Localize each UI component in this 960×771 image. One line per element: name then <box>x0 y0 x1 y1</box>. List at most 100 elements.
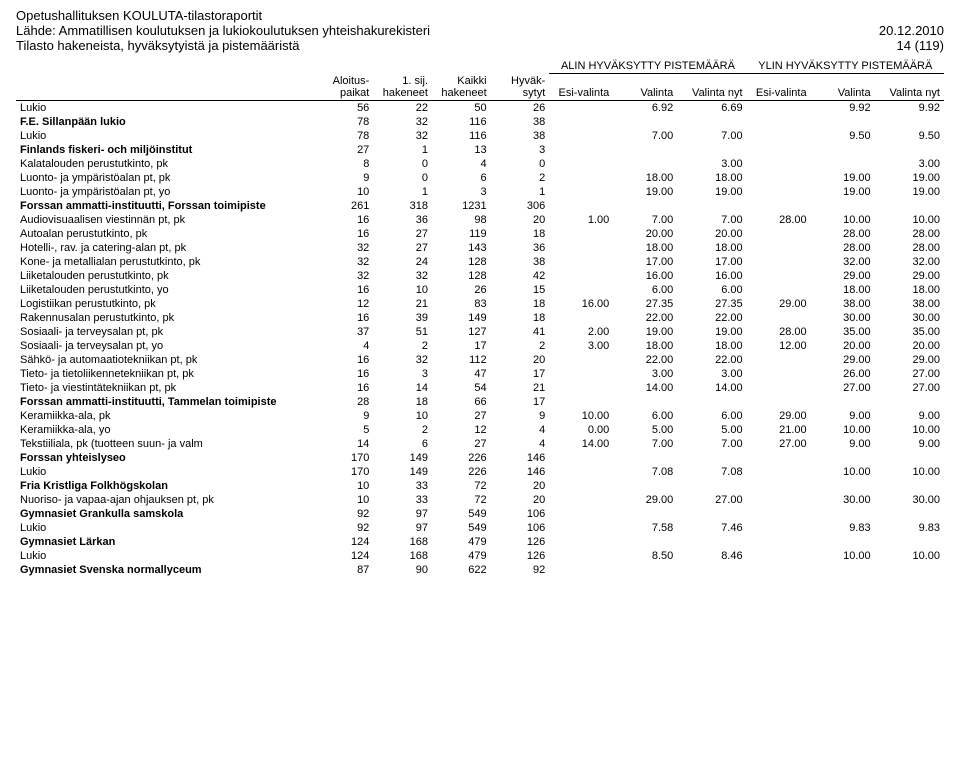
header-footer-row: Tilasto hakeneista, hyväksytyistä ja pis… <box>16 38 944 53</box>
cell: 10.00 <box>875 465 944 479</box>
cell: 119 <box>432 227 491 241</box>
table-row: Luonto- ja ympäristöalan pt, pk906218.00… <box>16 171 944 185</box>
cell: 7.00 <box>677 129 746 143</box>
cell: 6.69 <box>677 100 746 115</box>
col-group-ylin: YLIN HYVÄKSYTTY PISTEMÄÄRÄ <box>747 59 944 74</box>
cell: 10 <box>315 479 374 493</box>
cell: 4 <box>491 437 550 451</box>
cell: 18.00 <box>677 339 746 353</box>
cell: 38 <box>491 129 550 143</box>
row-label: Rakennusalan perustutkinto, pk <box>16 311 315 325</box>
cell: 3.00 <box>875 157 944 171</box>
row-label: Liiketalouden perustutkinto, pk <box>16 269 315 283</box>
cell <box>747 100 811 115</box>
cell: 28.00 <box>875 227 944 241</box>
cell: 22.00 <box>613 353 677 367</box>
cell: 50 <box>432 100 491 115</box>
cell: 78 <box>315 129 374 143</box>
cell: 19.00 <box>677 325 746 339</box>
cell <box>677 199 746 213</box>
cell: 32 <box>373 129 432 143</box>
cell: 30.00 <box>875 493 944 507</box>
cell: 27 <box>373 241 432 255</box>
cell: 72 <box>432 479 491 493</box>
cell: 17.00 <box>677 255 746 269</box>
cell <box>747 115 811 129</box>
cell <box>875 479 944 493</box>
cell: 28.00 <box>811 241 875 255</box>
cell: 479 <box>432 535 491 549</box>
row-label: Nuoriso- ja vapaa-ajan ohjauksen pt, pk <box>16 493 315 507</box>
row-label: Tekstiiliala, pk (tuotteen suun- ja valm <box>16 437 315 451</box>
cell: 20.00 <box>677 227 746 241</box>
cell: 4 <box>315 339 374 353</box>
cell <box>549 479 613 493</box>
cell <box>677 143 746 157</box>
cell: 124 <box>315 549 374 563</box>
cell: 6 <box>432 171 491 185</box>
cell: 12 <box>432 423 491 437</box>
cell: 47 <box>432 367 491 381</box>
cell: 19.00 <box>875 185 944 199</box>
cell: 18 <box>491 297 550 311</box>
table-row: Liiketalouden perustutkinto, yo161026156… <box>16 283 944 297</box>
cell: 19.00 <box>811 185 875 199</box>
cell: 146 <box>491 465 550 479</box>
cell <box>747 129 811 143</box>
cell: 1 <box>373 185 432 199</box>
cell: 10.00 <box>875 423 944 437</box>
cell: 38.00 <box>875 297 944 311</box>
cell: 127 <box>432 325 491 339</box>
cell: 22.00 <box>677 353 746 367</box>
cell: 39 <box>373 311 432 325</box>
cell: 0 <box>373 157 432 171</box>
cell: 32.00 <box>811 255 875 269</box>
cell: 106 <box>491 507 550 521</box>
cell <box>747 199 811 213</box>
cell: 149 <box>373 451 432 465</box>
cell: 27.00 <box>747 437 811 451</box>
cell: 21 <box>373 297 432 311</box>
table-row: Sosiaali- ja terveysalan pt, yo421723.00… <box>16 339 944 353</box>
cell <box>875 535 944 549</box>
cell: 226 <box>432 465 491 479</box>
row-label: Hotelli-, rav. ja catering-alan pt, pk <box>16 241 315 255</box>
cell: 16 <box>315 367 374 381</box>
cell <box>549 227 613 241</box>
cell <box>549 255 613 269</box>
table-row: Lukio7832116387.007.009.509.50 <box>16 129 944 143</box>
cell: 8.50 <box>613 549 677 563</box>
cell <box>549 521 613 535</box>
cell <box>549 395 613 409</box>
cell <box>747 535 811 549</box>
cell: 168 <box>373 535 432 549</box>
column-header-row: Aloitus-paikat 1. sij. hakeneet Kaikki h… <box>16 74 944 101</box>
table-row: F.E. Sillanpään lukio783211638 <box>16 115 944 129</box>
cell: 18.00 <box>613 171 677 185</box>
cell <box>613 143 677 157</box>
cell: 106 <box>491 521 550 535</box>
cell: 7.08 <box>677 465 746 479</box>
cell: 1 <box>373 143 432 157</box>
cell <box>549 185 613 199</box>
cell: 51 <box>373 325 432 339</box>
cell: 29.00 <box>875 269 944 283</box>
cell <box>747 521 811 535</box>
cell: 9.50 <box>811 129 875 143</box>
table-row: Keramiikka-ala, pk91027910.006.006.0029.… <box>16 409 944 423</box>
cell: 18.00 <box>613 339 677 353</box>
cell: 18 <box>373 395 432 409</box>
cell: 32.00 <box>875 255 944 269</box>
cell <box>613 451 677 465</box>
table-row: Logistiikan perustutkinto, pk1221831816.… <box>16 297 944 311</box>
table-row: Autoalan perustutkinto, pk16271191820.00… <box>16 227 944 241</box>
cell: 29.00 <box>613 493 677 507</box>
row-label: Gymnasiet Grankulla samskola <box>16 507 315 521</box>
cell: 38.00 <box>811 297 875 311</box>
cell: 6.00 <box>677 283 746 297</box>
cell <box>811 451 875 465</box>
cell: 18 <box>491 227 550 241</box>
cell: 29.00 <box>811 269 875 283</box>
cell: 4 <box>432 157 491 171</box>
cell: 38 <box>491 115 550 129</box>
